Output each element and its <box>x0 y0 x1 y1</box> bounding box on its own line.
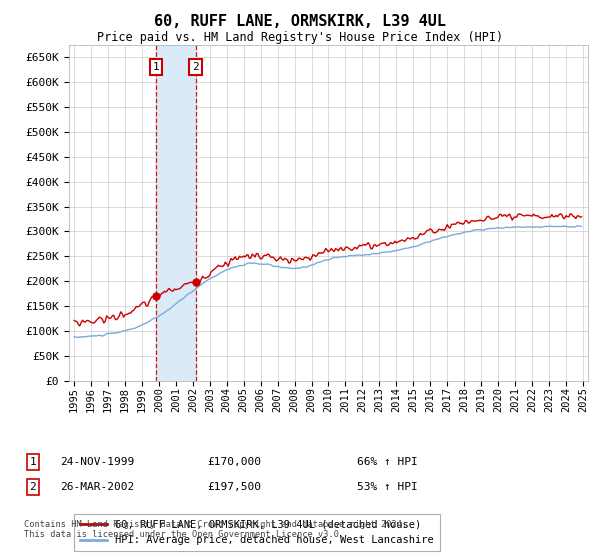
Text: Price paid vs. HM Land Registry's House Price Index (HPI): Price paid vs. HM Land Registry's House … <box>97 31 503 44</box>
Text: £197,500: £197,500 <box>207 482 261 492</box>
Text: 2: 2 <box>29 482 37 492</box>
Text: £170,000: £170,000 <box>207 457 261 467</box>
Bar <box>156 45 196 381</box>
Text: 66% ↑ HPI: 66% ↑ HPI <box>357 457 418 467</box>
Text: 2: 2 <box>192 62 199 72</box>
Text: 53% ↑ HPI: 53% ↑ HPI <box>357 482 418 492</box>
Text: 60, RUFF LANE, ORMSKIRK, L39 4UL: 60, RUFF LANE, ORMSKIRK, L39 4UL <box>154 14 446 29</box>
Legend: 60, RUFF LANE, ORMSKIRK, L39 4UL (detached house), HPI: Average price, detached : 60, RUFF LANE, ORMSKIRK, L39 4UL (detach… <box>74 514 440 552</box>
Text: 24-NOV-1999: 24-NOV-1999 <box>60 457 134 467</box>
Text: 1: 1 <box>29 457 37 467</box>
Text: 26-MAR-2002: 26-MAR-2002 <box>60 482 134 492</box>
Text: Contains HM Land Registry data © Crown copyright and database right 2024.
This d: Contains HM Land Registry data © Crown c… <box>24 520 407 539</box>
Text: 1: 1 <box>152 62 160 72</box>
